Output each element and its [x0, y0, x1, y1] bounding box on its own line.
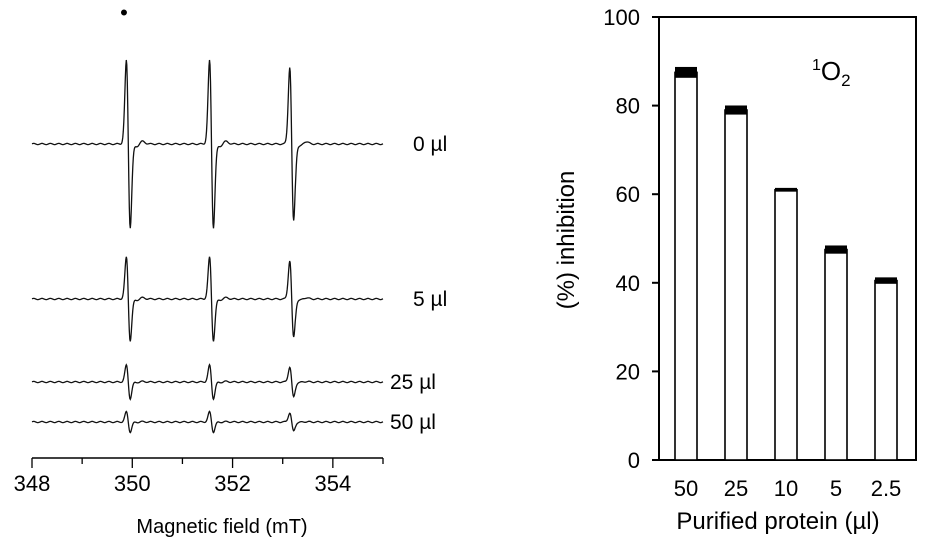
x-tick-label: 50 [674, 476, 698, 501]
epr-x-tick-label: 352 [214, 471, 251, 496]
error-bar [825, 245, 847, 254]
epr-x-tick-label: 354 [314, 471, 351, 496]
y-axis-label: (%) inhibition [553, 171, 580, 310]
epr-x-tick-label: 350 [114, 471, 151, 496]
singlet-oxygen-label: 1O2 [812, 56, 851, 90]
y-tick-label: 0 [628, 448, 640, 473]
bar [674, 71, 698, 461]
bars [674, 66, 898, 461]
x-tick-label: 5 [830, 476, 842, 501]
inhibition-bar-panel: 0 20 40 60 80 100 50 25 10 5 2.5 (%) inhibition P… [553, 5, 917, 535]
epr-x-axis-label: Magnetic field (mT) [136, 516, 307, 538]
bar-x-ticks: 50 25 10 5 2.5 [674, 476, 902, 501]
epr-trace-label: 50 µl [390, 411, 436, 434]
epr-trace-0 [31, 59, 384, 229]
epr-trace-3 [31, 410, 384, 434]
bar [724, 109, 748, 461]
epr-x-tick-label: 348 [14, 471, 51, 496]
error-bar [675, 66, 697, 78]
epr-trace-2 [31, 363, 384, 401]
epr-traces [31, 59, 384, 434]
epr-spectra-panel: 0 µl 5 µl 25 µl 50 µl 348 350 352 354 • Magnet… [14, 0, 448, 538]
x-axis-label: Purified protein (µl) [676, 508, 879, 535]
y-tick-label: 60 [616, 182, 640, 207]
bar-y-ticks: 0 20 40 60 80 100 [603, 5, 659, 473]
y-tick-label: 40 [616, 271, 640, 296]
x-tick-label: 10 [774, 476, 798, 501]
x-tick-label: 2.5 [871, 476, 902, 501]
y-tick-label: 100 [603, 5, 640, 30]
bar [824, 248, 848, 461]
y-tick-label: 20 [616, 359, 640, 384]
x-tick-label: 25 [724, 476, 748, 501]
y-tick-label: 80 [616, 94, 640, 119]
epr-trace-label: 5 µl [413, 288, 447, 311]
epr-trace-1 [31, 256, 384, 342]
bar [874, 279, 898, 461]
epr-x-ticks: 348 350 352 354 [14, 458, 384, 496]
error-bar [875, 277, 897, 284]
epr-trace-label: 25 µl [390, 371, 436, 394]
marker-dot: • [120, 0, 128, 25]
error-bar [725, 105, 747, 115]
bar [774, 188, 798, 461]
error-bar [775, 187, 797, 192]
epr-trace-label: 0 µl [413, 133, 447, 156]
epr-trace-labels: 0 µl 5 µl 25 µl 50 µl [390, 133, 447, 434]
